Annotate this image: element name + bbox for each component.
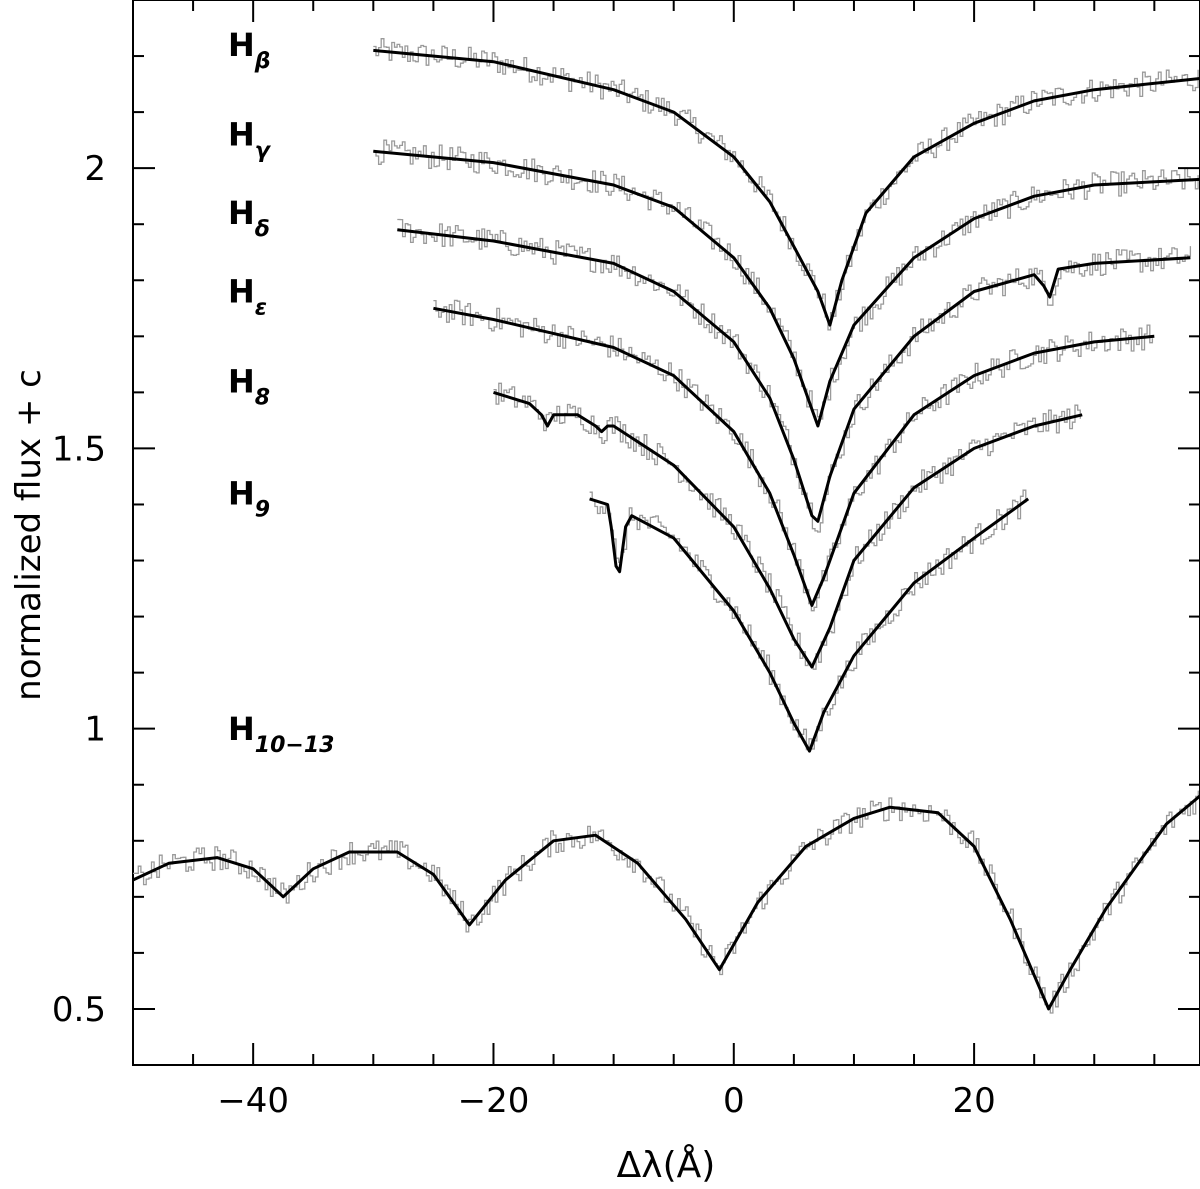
y-tick-label: 1 [84,710,106,750]
y-axis-label: normalized flux + c [9,369,49,701]
fit-lines [132,48,1200,1011]
model-fit-line [589,497,1030,753]
balmer-line-label-sub: γ [255,139,272,164]
balmer-line-label-base: H [228,194,255,232]
balmer-line-label: Hγ [228,116,272,164]
model-fit-line [373,149,1200,428]
balmer-line-label: Hδ [228,194,270,242]
x-tick-label: 20 [952,1081,995,1121]
balmer-line-label-sub: 9 [255,497,270,522]
balmer-line-label: H10−13 [228,710,334,758]
balmer-line-label-sub: β [254,49,271,74]
balmer-line-label: H9 [228,474,270,522]
balmer-line-label-sub: 8 [255,385,270,410]
x-tick-label: 0 [723,1081,745,1121]
model-fit-line [433,306,1155,607]
y-tick-label: 1.5 [52,429,106,469]
balmer-line-label-sub: 10−13 [255,733,335,758]
y-tick-label: 0.5 [52,990,106,1030]
balmer-line-label-base: H [228,26,255,64]
balmer-line-label: Hβ [228,26,271,74]
balmer-line-label-base: H [228,273,255,311]
x-tick-label: −20 [458,1081,530,1121]
plot-frame [132,0,1200,1066]
x-tick-label: −40 [217,1081,289,1121]
balmer-line-label-base: H [228,116,255,154]
model-fit-line [493,390,1083,669]
balmer-line-label: Hε [228,273,267,321]
y-ticks: 0.5 1 1.5 2 [52,0,1200,1066]
observed-spectrum-trace [373,139,1199,420]
observed-spectrum-trace [433,299,1154,612]
balmer-line-label-sub: ε [255,296,267,321]
model-fit-line [397,228,1191,523]
y-tick-label: 2 [84,149,106,189]
balmer-line-label-base: H [228,362,255,400]
balmer-line-label: H8 [228,362,270,410]
balmer-line-label-base: H [228,710,255,748]
x-axis-label: Δλ(Å) [617,1143,716,1186]
observed-spectrum-trace [133,790,1199,1014]
model-fit-line [132,794,1200,1011]
model-fit-line [373,48,1200,327]
balmer-line-label-sub: δ [255,217,270,242]
x-ticks: −40 −20 0 20 [132,0,1156,1121]
balmer-line-label-base: H [228,474,255,512]
noise-traces [133,38,1199,1014]
